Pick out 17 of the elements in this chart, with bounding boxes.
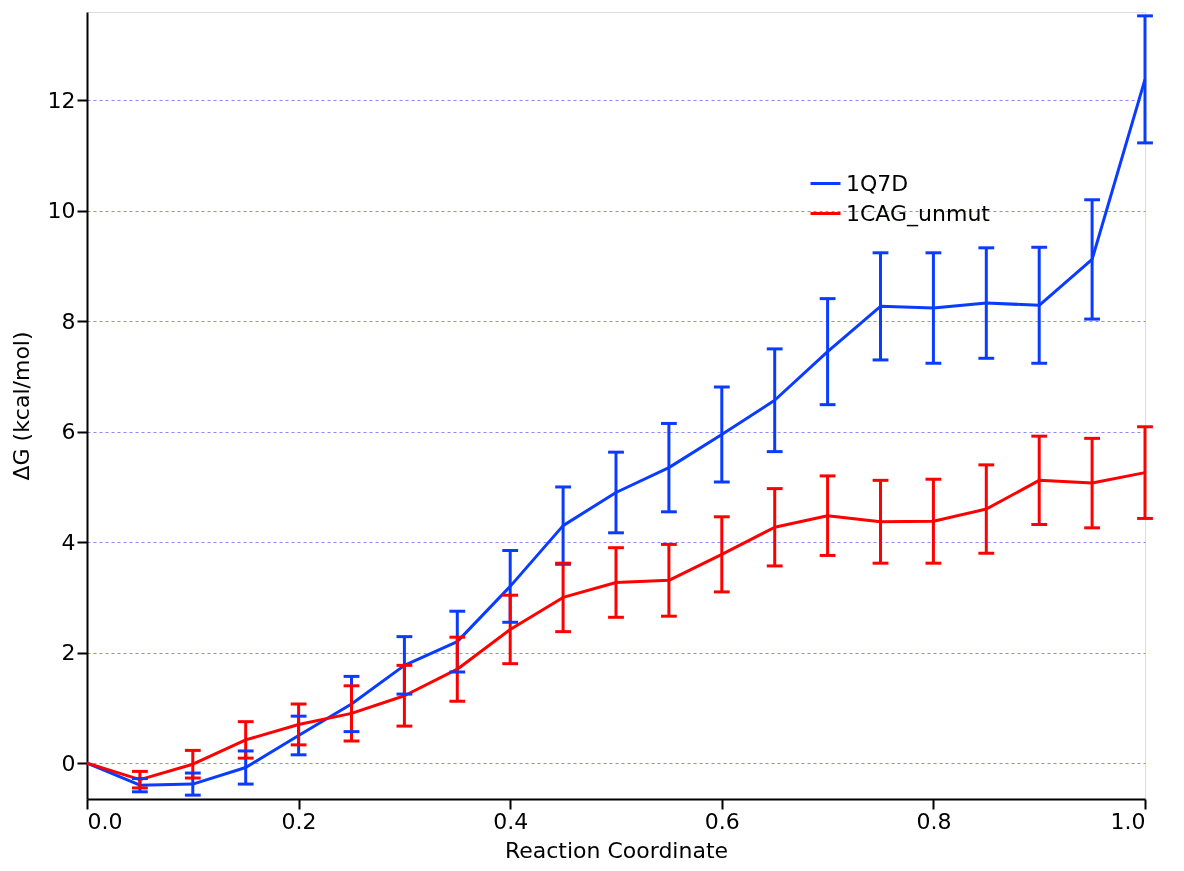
y-tick-label: 8 xyxy=(61,308,76,334)
x-tick-label: 0.2 xyxy=(281,808,317,834)
y-tick-label: 4 xyxy=(61,529,76,555)
y-axis-title: ΔG (kcal/mol) xyxy=(8,331,34,481)
x-tick-label: 0.8 xyxy=(916,808,952,834)
y-tick-label: 6 xyxy=(61,419,76,445)
legend-label: 1Q7D xyxy=(846,170,909,196)
x-tick-label: 0.4 xyxy=(493,808,529,834)
y-tick-label: 0 xyxy=(61,750,76,776)
x-tick-label: 0.0 xyxy=(87,808,123,834)
x-axis-title: Reaction Coordinate xyxy=(504,837,729,863)
x-tick-label: 0.6 xyxy=(704,808,740,834)
y-tick-label: 10 xyxy=(47,198,76,224)
y-tick-label: 2 xyxy=(61,640,76,666)
legend-label: 1CAG_unmut xyxy=(846,200,991,227)
y-tick-label: 12 xyxy=(47,87,76,113)
x-tick-label: 1.0 xyxy=(1110,808,1146,834)
